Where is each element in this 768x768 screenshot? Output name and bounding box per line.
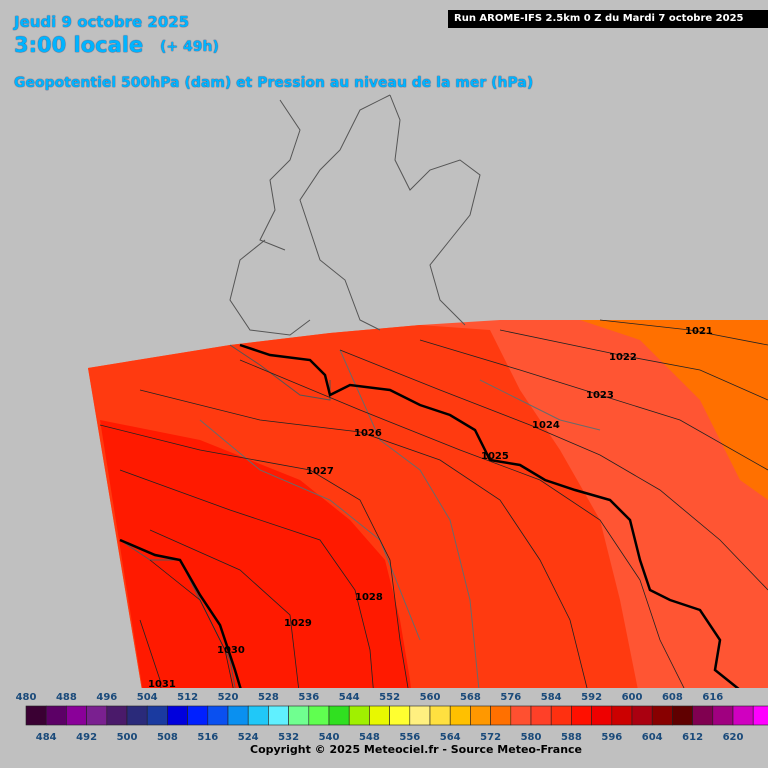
legend-swatch xyxy=(45,705,67,726)
legend-swatch xyxy=(591,705,613,726)
legend-swatch xyxy=(369,705,390,726)
legend-label-bottom: 548 xyxy=(359,732,380,743)
legend-label-bottom: 556 xyxy=(399,732,420,743)
legend-label-top: 504 xyxy=(137,692,158,703)
copyright: Copyright © 2025 Meteociel.fr - Source M… xyxy=(250,743,583,756)
legend-swatch xyxy=(510,705,532,726)
isobar-label: 1024 xyxy=(532,420,560,431)
legend-label-top: 608 xyxy=(662,692,683,703)
legend-label-bottom: 588 xyxy=(561,732,582,743)
legend-swatch xyxy=(571,705,592,726)
legend-label-top: 592 xyxy=(581,692,602,703)
legend-swatch xyxy=(66,705,87,726)
legend-label-bottom: 572 xyxy=(480,732,501,743)
forecast-time: 3:00 locale xyxy=(14,33,144,57)
legend-label-top: 480 xyxy=(16,692,37,703)
isobar-label: 1029 xyxy=(284,618,312,629)
legend-swatch xyxy=(530,705,552,726)
legend-label-bottom: 540 xyxy=(319,732,340,743)
legend-label-bottom: 500 xyxy=(117,732,138,743)
legend-swatch xyxy=(389,705,411,726)
legend-swatch xyxy=(692,705,714,726)
legend-swatch xyxy=(611,705,633,726)
legend-label-top: 584 xyxy=(541,692,562,703)
legend-swatch xyxy=(672,705,693,726)
legend-label-top: 560 xyxy=(420,692,441,703)
legend-label-top: 576 xyxy=(500,692,521,703)
legend-label-top: 568 xyxy=(460,692,481,703)
legend-label-bottom: 508 xyxy=(157,732,178,743)
legend-swatch xyxy=(348,705,370,726)
legend-swatch xyxy=(752,705,768,726)
legend-swatch xyxy=(247,705,269,726)
legend-swatch xyxy=(429,705,451,726)
run-info: Run AROME-IFS 2.5km 0 Z du Mardi 7 octob… xyxy=(448,10,768,28)
legend-swatch xyxy=(25,705,47,726)
lead-time: (+ 49h) xyxy=(160,39,219,55)
legend-swatch xyxy=(106,705,128,726)
isobar-label: 1030 xyxy=(217,645,245,656)
legend-label-top: 512 xyxy=(177,692,198,703)
field-title: Geopotentiel 500hPa (dam) et Pression au… xyxy=(14,75,534,91)
legend-swatch xyxy=(470,705,491,726)
legend-swatch xyxy=(268,705,289,726)
legend-swatch xyxy=(126,705,148,726)
bold-line xyxy=(239,343,741,691)
legend-swatch xyxy=(207,705,229,726)
legend-swatch xyxy=(631,705,653,726)
isobar-label: 1028 xyxy=(355,592,383,603)
legend-swatch xyxy=(409,705,431,726)
forecast-date: Jeudi 9 octobre 2025 xyxy=(14,13,190,31)
legend-label-bottom: 516 xyxy=(197,732,218,743)
legend-label-bottom: 580 xyxy=(521,732,542,743)
borders xyxy=(199,349,601,701)
legend-label-top: 496 xyxy=(96,692,117,703)
legend-label-bottom: 620 xyxy=(723,732,744,743)
isobar-label: 1027 xyxy=(306,466,334,477)
isobar-label: 1023 xyxy=(586,390,614,401)
legend-label-top: 600 xyxy=(622,692,643,703)
legend-label-bottom: 532 xyxy=(278,732,299,743)
legend-swatch xyxy=(550,705,572,726)
legend-swatch xyxy=(86,705,108,726)
legend-label-bottom: 492 xyxy=(76,732,97,743)
legend-swatch xyxy=(490,705,512,726)
legend-label-top: 544 xyxy=(339,692,360,703)
isobar-label: 1022 xyxy=(609,352,637,363)
legend-swatch xyxy=(712,705,734,726)
legend-swatch xyxy=(651,705,673,726)
legend-swatch xyxy=(449,705,471,726)
legend-label-top: 488 xyxy=(56,692,77,703)
legend-label-top: 520 xyxy=(218,692,239,703)
legend-label-bottom: 612 xyxy=(682,732,703,743)
legend-swatch xyxy=(308,705,330,726)
legend-label-bottom: 604 xyxy=(642,732,663,743)
legend-swatch xyxy=(288,705,310,726)
legend: 480 488 496 504 512 520 528 536 544 552 560 568 576 5… xyxy=(0,688,768,768)
legend-swatch xyxy=(328,705,350,726)
legend-swatch xyxy=(227,705,249,726)
legend-label-top: 552 xyxy=(379,692,400,703)
legend-colorbar xyxy=(25,705,768,726)
isobar-label: 1026 xyxy=(354,428,382,439)
isobar-labels: 1021 1022 1023 1024 1025 1026 1027 1028 … xyxy=(148,326,713,690)
legend-swatch xyxy=(732,705,754,726)
legend-label-bottom: 484 xyxy=(36,732,57,743)
isobar-label: 1025 xyxy=(481,451,509,462)
legend-swatch xyxy=(167,705,188,726)
legend-swatch xyxy=(187,705,209,726)
legend-label-top: 528 xyxy=(258,692,279,703)
isobar-label: 1031 xyxy=(148,679,176,690)
legend-label-bottom: 524 xyxy=(238,732,259,743)
legend-label-bottom: 596 xyxy=(601,732,622,743)
legend-label-bottom: 564 xyxy=(440,732,461,743)
legend-label-top: 536 xyxy=(298,692,319,703)
legend-label-top: 616 xyxy=(702,692,723,703)
legend-background xyxy=(0,688,768,768)
isobar-label: 1021 xyxy=(685,326,713,337)
legend-swatch xyxy=(146,705,168,726)
